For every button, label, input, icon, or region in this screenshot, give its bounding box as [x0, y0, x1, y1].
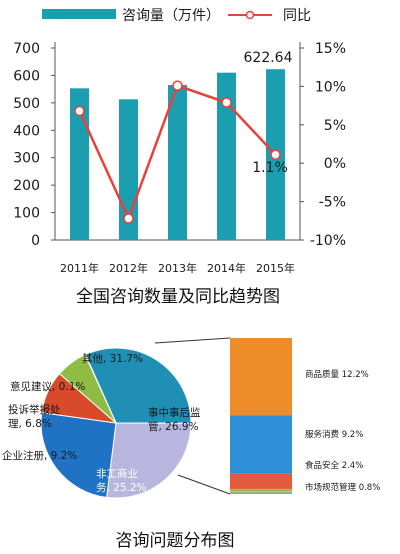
legend-marker-line [245, 10, 255, 20]
right-tick-label: -5% [319, 195, 346, 211]
pie-label-line: 务, 25.2% [96, 481, 147, 494]
x-tick-label: 2011年 [60, 261, 99, 275]
right-tick-label: 15% [315, 41, 346, 57]
left-tick-label: 200 [13, 178, 40, 194]
pie-label-line: 投诉举报处 [8, 403, 61, 416]
yoy-point-2013年 [172, 80, 183, 91]
x-tick-label: 2013年 [158, 261, 197, 275]
right-tick-label: 5% [324, 118, 346, 134]
pie-label-3: 企业注册, 9.2% [2, 449, 77, 462]
bar-2013年 [168, 85, 187, 241]
bar-2014年 [217, 72, 236, 240]
pie-slice-5 [84, 353, 117, 424]
right-tick-label: -10% [310, 233, 346, 249]
pie-label-line: 理, 6.8% [8, 418, 52, 430]
legend-swatch-bar [42, 9, 116, 19]
right-tick-label: 10% [315, 79, 346, 95]
yoy-point-2012年 [123, 213, 134, 224]
breakdown-segment-1 [230, 415, 292, 474]
yoy-point-2011年 [74, 105, 85, 117]
breakdown-connector-top [154, 337, 231, 344]
breakdown-label-3: 市场规范管理 0.8% [305, 482, 380, 493]
data-label-line-2015: 1.1% [252, 160, 288, 176]
breakdown-connector-bottom [177, 474, 231, 495]
left-tick-label: 400 [13, 123, 40, 139]
x-tick-label: 2012年 [109, 261, 148, 275]
breakdown-segment-0 [230, 338, 292, 416]
left-tick-label: 0 [31, 233, 40, 249]
legend-label-bar: 咨询量（万件） [122, 8, 220, 24]
right-tick-label: 0% [324, 156, 346, 172]
left-tick-label: 700 [13, 41, 40, 57]
breakdown-label-0: 商品质量 12.2% [305, 369, 369, 380]
x-tick-label: 2014年 [207, 261, 246, 275]
pie-label-5: 意见建议, 0.1% [10, 380, 85, 393]
pie-label-2: 非工商业务, 25.2% [96, 467, 147, 494]
yoy-point-2014年 [221, 97, 232, 108]
breakdown-label-2: 食品安全 2.4% [305, 460, 363, 471]
legend-label-line: 同比 [283, 8, 311, 24]
pie-label-1: 事中事后监管, 26.9% [148, 406, 201, 433]
left-tick-label: 500 [13, 96, 40, 112]
left-tick-label: 100 [13, 206, 40, 222]
breakdown-label-1: 服务消费 9.2% [305, 429, 363, 440]
yoy-point-2015年 [270, 149, 281, 161]
bar-2011年 [70, 88, 89, 240]
pie-label-line: 事中事后监 [148, 406, 201, 419]
pie-label-0: 其他, 31.7% [82, 352, 143, 365]
pie-label-line: 管, 26.9% [148, 420, 199, 433]
breakdown-segment-2 [230, 473, 292, 489]
data-label-bar-2015: 622.64 [244, 50, 293, 66]
x-tick-label: 2015年 [256, 261, 295, 275]
chart-title-bar: 全国咨询数量及同比趋势图 [76, 287, 280, 307]
pie-label-line: 非工商业 [96, 467, 138, 480]
breakdown-stripe [230, 492, 292, 494]
pie-slice-1 [106, 422, 192, 499]
breakdown-stripe [230, 491, 292, 493]
pie-label-4: 投诉举报处理, 6.8% [8, 403, 61, 430]
pie-slice-2 [40, 412, 117, 498]
chart-title-pie: 咨询问题分布图 [116, 531, 235, 551]
pie-slice-0 [84, 347, 192, 424]
left-tick-label: 600 [13, 68, 40, 84]
left-tick-label: 300 [13, 151, 40, 167]
